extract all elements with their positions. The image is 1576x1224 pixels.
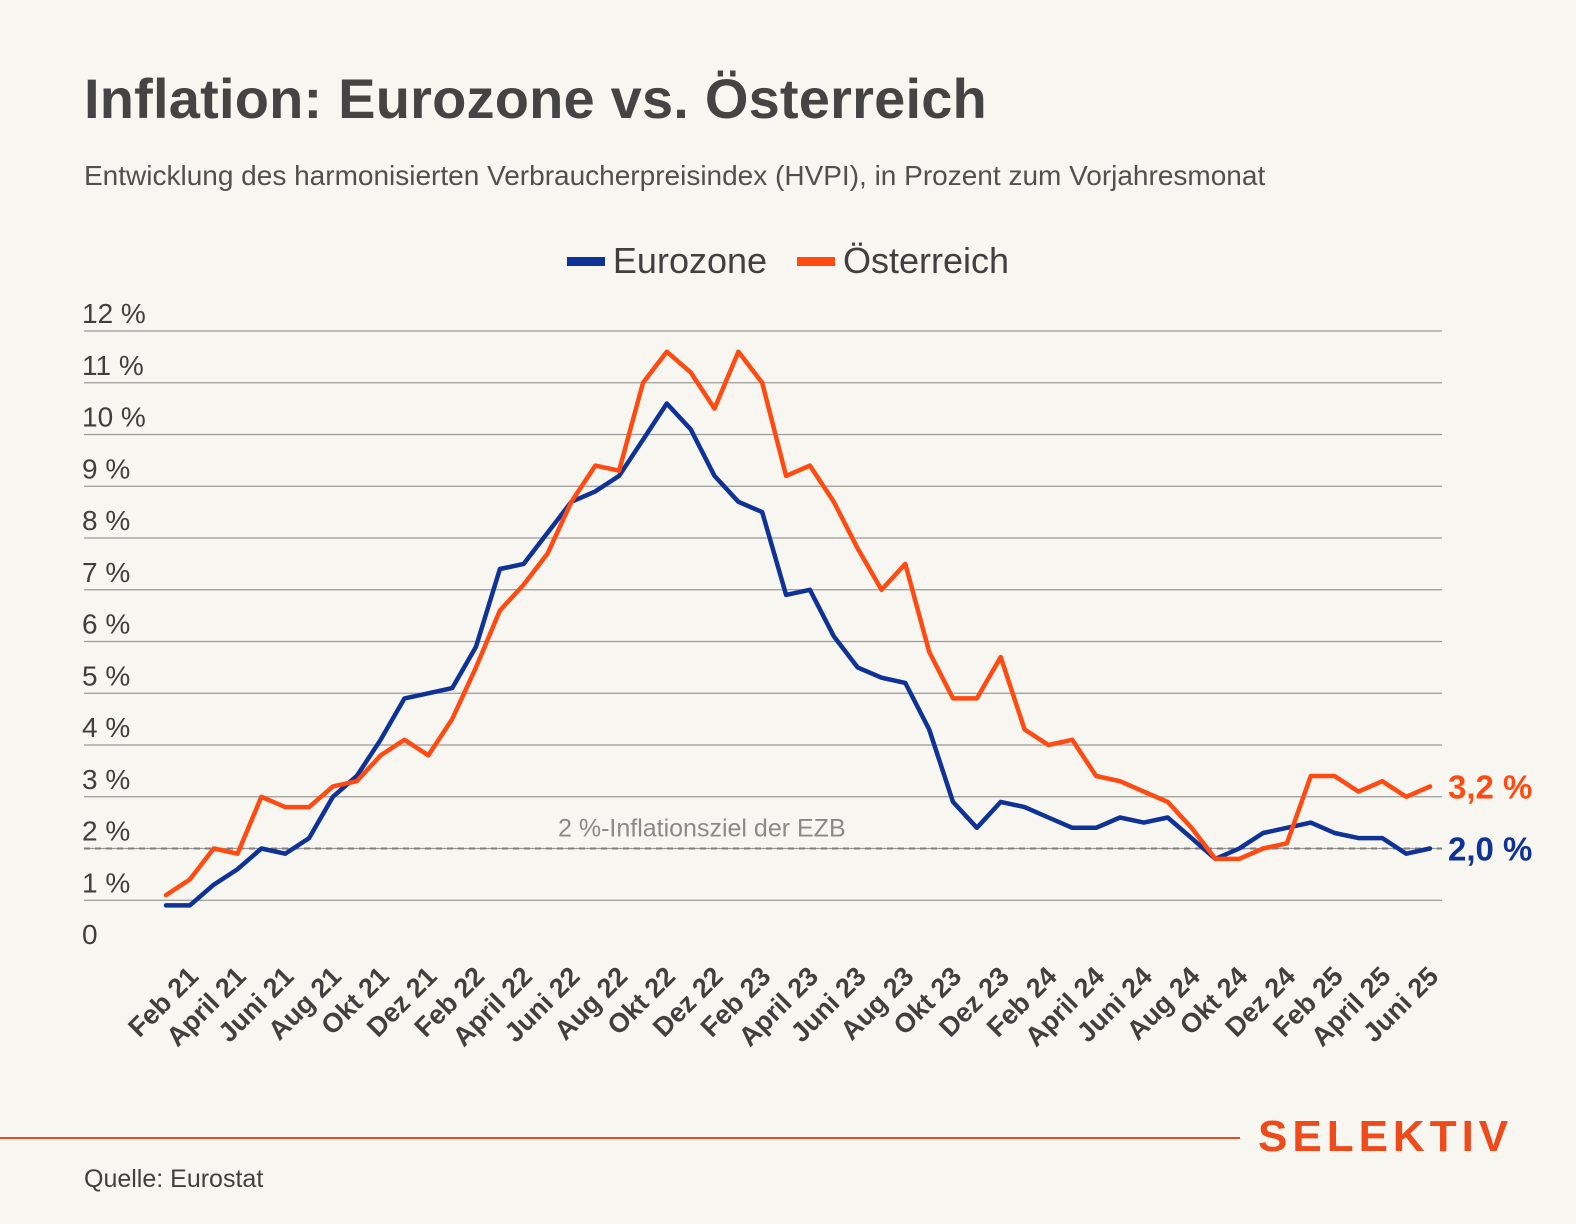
legend: Eurozone Österreich [0, 240, 1576, 282]
y-tick-label: 10 % [82, 402, 146, 433]
chart-subtitle: Entwicklung des harmonisierten Verbrauch… [84, 160, 1266, 191]
brand-logo: SELEKTIV [1258, 1112, 1514, 1161]
oesterreich-line [163, 349, 1433, 898]
legend-item-oesterreich: Österreich [797, 240, 1009, 282]
legend-item-eurozone: Eurozone [566, 240, 768, 282]
y-tick-label: 5 % [82, 660, 130, 691]
legend-swatch-oesterreich [797, 256, 836, 266]
legend-label-eurozone: Eurozone [612, 240, 768, 281]
y-tick-label: 2 % [82, 816, 130, 847]
y-tick-label: 0 [82, 919, 98, 950]
y-tick-label: 12 % [82, 298, 146, 329]
y-tick-label: 6 % [82, 609, 130, 640]
y-tick-label: 7 % [82, 557, 130, 588]
y-tick-label: 1 % [82, 867, 130, 898]
chart-title: Inflation: Eurozone vs. Österreich [84, 67, 987, 130]
y-tick-label: 4 % [82, 712, 130, 743]
y-tick-label: 8 % [82, 505, 130, 536]
y-tick-label: 3 % [82, 764, 130, 795]
footer-divider [0, 1137, 1240, 1139]
oesterreich-end-label: 3,2 % [1448, 768, 1532, 805]
ecb-target-label: 2 %-Inflationsziel der EZB [558, 815, 846, 843]
y-tick-label: 9 % [82, 453, 130, 484]
eurozone-end-label: 2,0 % [1448, 831, 1532, 868]
y-tick-label: 11 % [82, 350, 144, 381]
source-note: Quelle: Eurostat [84, 1165, 264, 1193]
legend-swatch-eurozone [566, 256, 605, 266]
legend-label-oesterreich: Österreich [843, 240, 1010, 281]
